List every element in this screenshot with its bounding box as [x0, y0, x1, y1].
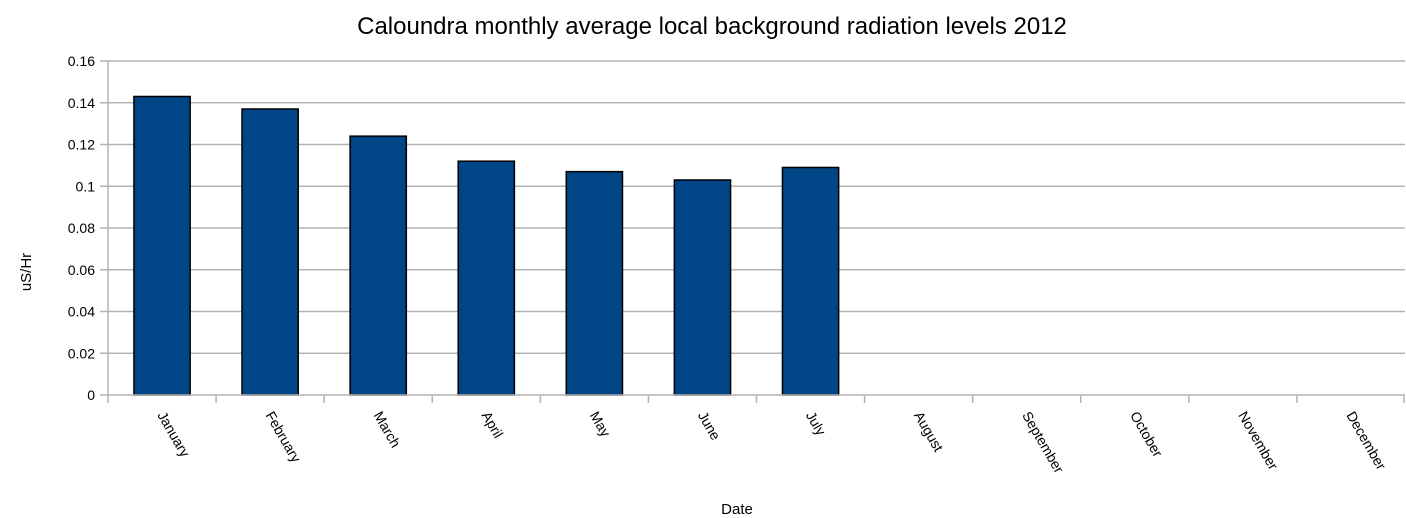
x-category-label: February — [263, 409, 305, 466]
bar — [673, 179, 732, 396]
chart-title: Caloundra monthly average local backgrou… — [357, 13, 1067, 40]
y-tick-label: 0 — [87, 387, 95, 403]
x-category-label: November — [1235, 409, 1281, 473]
x-category-label: December — [1343, 409, 1389, 473]
x-category-label: September — [1019, 409, 1067, 477]
axes — [107, 61, 1405, 403]
bar — [781, 166, 840, 396]
y-tick-label: 0.1 — [76, 178, 96, 194]
bar — [133, 95, 191, 396]
x-category-label: April — [479, 409, 507, 441]
x-category-label: March — [371, 409, 404, 451]
y-axis-title: uS/Hr — [18, 253, 35, 291]
x-category-label: October — [1127, 409, 1166, 460]
gridlines — [108, 60, 1405, 354]
x-category-label: August — [911, 409, 947, 455]
y-tick-label: 0.12 — [68, 137, 95, 153]
y-tick-label: 0.04 — [68, 304, 95, 320]
x-category-label: May — [587, 409, 614, 440]
y-tick-label: 0.02 — [68, 345, 95, 361]
x-axis-title: Date — [721, 501, 753, 518]
bars — [133, 95, 840, 396]
y-tick-label: 0.16 — [68, 53, 95, 69]
y-axis-ticks: 0 0.02 0.04 0.06 0.08 0.1 0.12 0.14 0.16 — [68, 53, 108, 403]
x-category-label: July — [803, 409, 829, 439]
x-category-label: June — [695, 409, 724, 443]
bar — [241, 108, 299, 396]
y-tick-label: 0.06 — [68, 262, 95, 278]
x-category-label: January — [154, 409, 193, 460]
y-tick-label: 0.14 — [68, 95, 95, 111]
bar — [565, 170, 624, 396]
bar — [457, 160, 516, 396]
bar — [349, 135, 408, 396]
y-tick-label: 0.08 — [68, 220, 95, 236]
x-axis-category-labels: January February March April May June July Augu… — [154, 409, 1389, 477]
